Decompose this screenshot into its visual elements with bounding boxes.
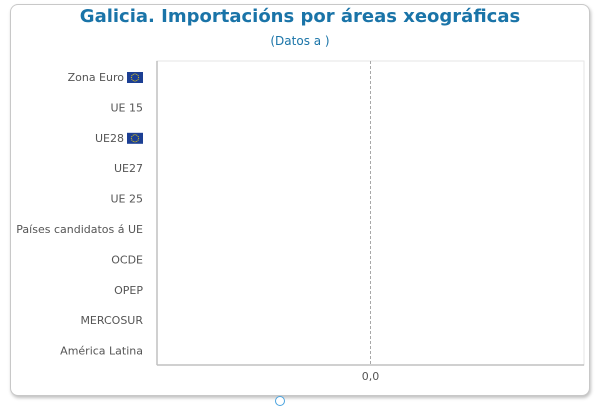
eu-flag-icon — [127, 132, 143, 144]
eu-flag-icon — [127, 72, 143, 83]
category-label: UE 15 — [111, 101, 144, 114]
category-label: MERCOSUR — [80, 314, 143, 327]
category-label: UE 25 — [111, 193, 144, 206]
category-label: América Latina — [60, 345, 143, 358]
chart-subtitle: (Datos a ) — [270, 34, 330, 48]
category-label: UE28 — [95, 132, 124, 145]
category-label: Países candidatos á UE — [16, 223, 143, 236]
x-tick-label: 0,0 — [362, 370, 380, 383]
x-tick-labels: 0,0 — [362, 370, 380, 383]
category-label: OPEP — [114, 284, 143, 297]
chart-title: Galicia. Importacións por áreas xeográfi… — [79, 6, 521, 27]
category-label: Zona Euro — [68, 71, 125, 84]
scroll-indicator-dot[interactable] — [275, 396, 285, 406]
category-label: UE27 — [114, 162, 143, 175]
category-label: OCDE — [111, 253, 143, 266]
category-labels: Zona Euro UE 15 UE28 UE27 UE 25 Países candid… — [16, 71, 143, 358]
